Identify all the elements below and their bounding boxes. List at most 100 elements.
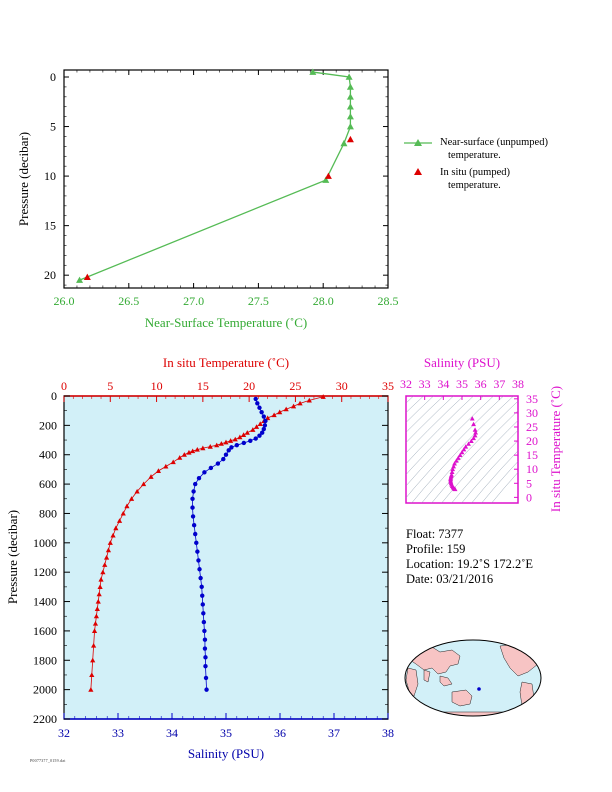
temp-tick-label: 10	[151, 379, 163, 393]
ts-salinity-tick-label: 33	[419, 377, 431, 391]
ts-salinity-tick-label: 36	[475, 377, 487, 391]
top-y-tick-label: 20	[44, 268, 56, 282]
temperature-point	[200, 445, 206, 451]
temperature-point	[91, 642, 97, 648]
ts-y-axis-label: In situ Temperature (˚C)	[548, 386, 563, 512]
temperature-point	[283, 406, 289, 412]
salinity-tick-label: 37	[328, 726, 340, 740]
temperature-point	[113, 525, 119, 531]
ts-point	[463, 444, 469, 449]
ts-salinity-tick-label: 35	[456, 377, 468, 391]
top-x-tick-label: 26.5	[118, 294, 139, 308]
ts-point	[471, 421, 476, 427]
pressure-tick-label: 600	[39, 477, 57, 491]
salinity-point	[190, 505, 195, 510]
top-x-tick-label: 26.0	[54, 294, 75, 308]
salinity-point	[204, 687, 209, 692]
legend-unpumped-label: Near-surface (unpumped)	[440, 137, 548, 148]
near-surface-point	[340, 139, 348, 147]
temperature-point	[214, 442, 220, 448]
ts-temp-tick-label: 25	[526, 420, 538, 434]
salinity-point	[198, 575, 203, 581]
density-contour	[406, 396, 484, 475]
salinity-point	[241, 440, 247, 446]
top-series	[76, 68, 354, 283]
temperature-point	[290, 403, 297, 409]
salinity-point	[229, 445, 234, 450]
location-map	[404, 639, 542, 717]
pressure-tick-label: 200	[39, 418, 57, 432]
pressure-axis: 0 200 400 600 800 1000 1200 1400 1600 1800 2000 220…	[33, 389, 388, 726]
legend-pumped-label-cont: temperature.	[448, 180, 501, 191]
insitu-point	[324, 172, 332, 179]
temp-tick-label: 35	[382, 379, 394, 393]
ts-point	[472, 433, 478, 438]
temperature-point	[207, 444, 213, 449]
pressure-tick-label: 1400	[33, 595, 57, 609]
profile-chart: 0 5 10 15 20 25 30 35 32 33 34 35 36 37 38 0 200 400 600…	[5, 355, 394, 761]
ts-point	[457, 452, 463, 458]
salinity-point	[223, 452, 229, 457]
salinity-point	[208, 465, 214, 471]
temperature-point	[93, 613, 99, 619]
salinity-tick-label: 32	[58, 726, 70, 740]
temperature-point	[97, 584, 103, 589]
float-id: Float: 7377	[406, 527, 464, 541]
ts-plot-frame	[405, 395, 519, 504]
salinity-tick-label: 33	[112, 726, 124, 740]
float-info: Float: 7377 Profile: 159 Location: 19.2˚…	[406, 527, 533, 587]
ts-temp-tick-label: 0	[526, 490, 532, 504]
ts-salinity-tick-label: 38	[512, 377, 524, 391]
top-plot-frame	[63, 69, 389, 289]
ts-point	[454, 458, 459, 463]
temperature-point	[297, 400, 303, 406]
ts-point	[459, 449, 465, 455]
salinity-point	[226, 448, 231, 453]
top-y-tick-label: 10	[44, 169, 56, 183]
temperature-point	[181, 452, 187, 457]
salinity-point	[195, 549, 200, 554]
salinity-point	[259, 430, 265, 435]
temperature-point	[240, 432, 247, 437]
near-surface-point	[76, 276, 84, 283]
australia-land	[451, 689, 473, 707]
ts-point	[451, 463, 456, 469]
pressure-tick-label: 400	[39, 448, 57, 462]
ts-point	[449, 469, 455, 474]
salinity-point	[248, 438, 253, 443]
ts-temp-tick-label: 35	[526, 392, 538, 406]
salinity-point	[253, 396, 258, 402]
temperature-point	[223, 439, 229, 445]
salinity-point	[203, 663, 208, 669]
salinity-point	[203, 655, 208, 660]
salinity-point	[262, 423, 268, 428]
temperature-point	[244, 430, 250, 435]
density-contour	[461, 440, 518, 503]
top-x-tick-label: 28.5	[378, 294, 399, 308]
ts-point	[466, 441, 471, 446]
near-surface-point	[346, 83, 354, 90]
insitu-point	[83, 273, 91, 280]
salinity-tick-label: 35	[220, 726, 232, 740]
top-x-tick-label: 28.0	[313, 294, 334, 308]
temp-tick-label: 25	[289, 379, 301, 393]
salinity-point	[257, 433, 262, 438]
temperature-point	[306, 397, 312, 403]
temperature-point	[96, 591, 102, 597]
salinity-point	[200, 602, 205, 607]
temperature-point	[163, 463, 169, 469]
temperature-point	[232, 436, 238, 442]
ts-point	[473, 430, 479, 435]
temperature-point	[265, 415, 271, 421]
temperature-point	[237, 434, 243, 440]
temp-tick-label: 15	[197, 379, 209, 393]
legend-pumped-label: In situ (pumped)	[440, 167, 510, 178]
temperature-point	[90, 657, 96, 663]
temperature-axis: 0 5 10 15 20 25 30 35	[61, 379, 394, 402]
temperature-point	[277, 409, 283, 415]
temperature-point	[128, 496, 135, 501]
temperature-point	[94, 606, 100, 611]
temperature-point	[124, 503, 130, 509]
salinity-point	[194, 540, 199, 546]
